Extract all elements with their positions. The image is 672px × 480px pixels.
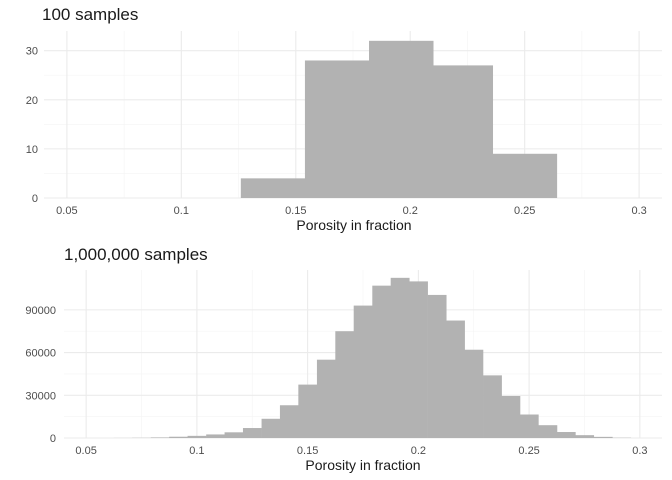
bottom-chart-histogram-bar	[150, 437, 170, 438]
bottom-chart-histogram-bar	[556, 432, 576, 438]
bottom-chart-y-tick-labels: 0 30000 60000 90000	[25, 305, 56, 445]
bottom-chart-histogram-bar	[187, 435, 207, 438]
bottom-chart-x-tick-label: 0.15	[297, 445, 318, 457]
bottom-chart-x-axis-label: Porosity in fraction	[305, 457, 420, 473]
bottom-chart-x-tick-labels: 0.05 0.1 0.15 0.2 0.25 0.3	[75, 445, 647, 457]
top-chart-y-tick-label: 10	[26, 144, 38, 156]
top-chart-histogram-bar	[369, 40, 434, 198]
top-chart-bars	[240, 40, 558, 198]
bottom-chart-histogram-bar	[261, 418, 281, 438]
bottom-chart-histogram-bar	[593, 436, 613, 438]
bottom-chart-histogram-bar	[316, 359, 336, 438]
top-chart-y-tick-label: 0	[32, 193, 38, 205]
top-chart-x-tick-label: 0.3	[631, 205, 646, 217]
bottom-chart-y-tick-label: 60000	[25, 348, 56, 360]
bottom-chart-histogram-bar	[390, 277, 410, 438]
bottom-chart-histogram-bar	[206, 434, 226, 438]
bottom-chart-y-tick-label: 90000	[25, 305, 56, 317]
top-chart-y-tick-label: 20	[26, 95, 38, 107]
bottom-chart-bars	[113, 277, 632, 438]
bottom-chart-y-tick-label: 0	[50, 433, 56, 445]
top-chart-x-axis-label: Porosity in fraction	[296, 217, 411, 233]
bottom-chart-x-tick-label: 0.05	[75, 445, 96, 457]
bottom-chart-title: 1,000,000 samples	[64, 245, 208, 264]
top-chart-histogram-bar	[492, 153, 558, 198]
bottom-chart-histogram-bar	[446, 320, 465, 438]
top-chart-histogram-bar	[240, 178, 306, 198]
bottom-chart-histogram-bar	[279, 405, 299, 438]
bottom-chart-histogram-bar	[242, 428, 262, 438]
top-chart-histogram-bar	[304, 60, 370, 198]
bottom-chart-histogram-bar	[483, 375, 502, 438]
top-chart-x-tick-label: 0.1	[174, 205, 189, 217]
top-chart-title: 100 samples	[42, 5, 138, 24]
top-chart-histogram-bar	[433, 65, 494, 198]
bottom-chart-x-tick-label: 0.25	[518, 445, 539, 457]
top-chart-x-tick-label: 0.25	[514, 205, 535, 217]
bottom-chart-histogram-bar	[372, 285, 392, 438]
top-chart-y-tick-labels: 0 10 20 30	[26, 46, 38, 205]
top-chart-x-tick-label: 0.05	[56, 205, 77, 217]
top-chart-x-tick-label: 0.15	[285, 205, 306, 217]
bottom-chart-histogram-bar	[169, 436, 189, 438]
top-chart-x-tick-labels: 0.05 0.1 0.15 0.2 0.25 0.3	[56, 205, 647, 217]
bottom-chart-histogram-bar	[224, 432, 244, 438]
bottom-chart-histogram-bar	[409, 281, 428, 438]
bottom-chart-histogram-bar	[298, 384, 318, 438]
bottom-chart-histogram-bar	[575, 435, 595, 438]
bottom-chart-histogram-bar	[427, 294, 447, 438]
bottom-chart-x-tick-label: 0.2	[411, 445, 426, 457]
bottom-chart-histogram-bar	[538, 425, 558, 438]
bottom-chart-histogram-bar	[501, 396, 521, 438]
bottom-chart-histogram-bar	[519, 414, 539, 438]
bottom-chart-x-tick-label: 0.3	[632, 445, 647, 457]
bottom-chart-histogram-bar	[464, 349, 484, 438]
bottom-chart-x-tick-label: 0.1	[189, 445, 204, 457]
bottom-chart-y-tick-label: 30000	[25, 390, 56, 402]
top-chart-x-tick-label: 0.2	[403, 205, 418, 217]
top-chart-y-tick-label: 30	[26, 46, 38, 58]
bottom-chart-histogram-bar	[353, 305, 373, 438]
bottom-chart-histogram-bar	[335, 331, 355, 438]
